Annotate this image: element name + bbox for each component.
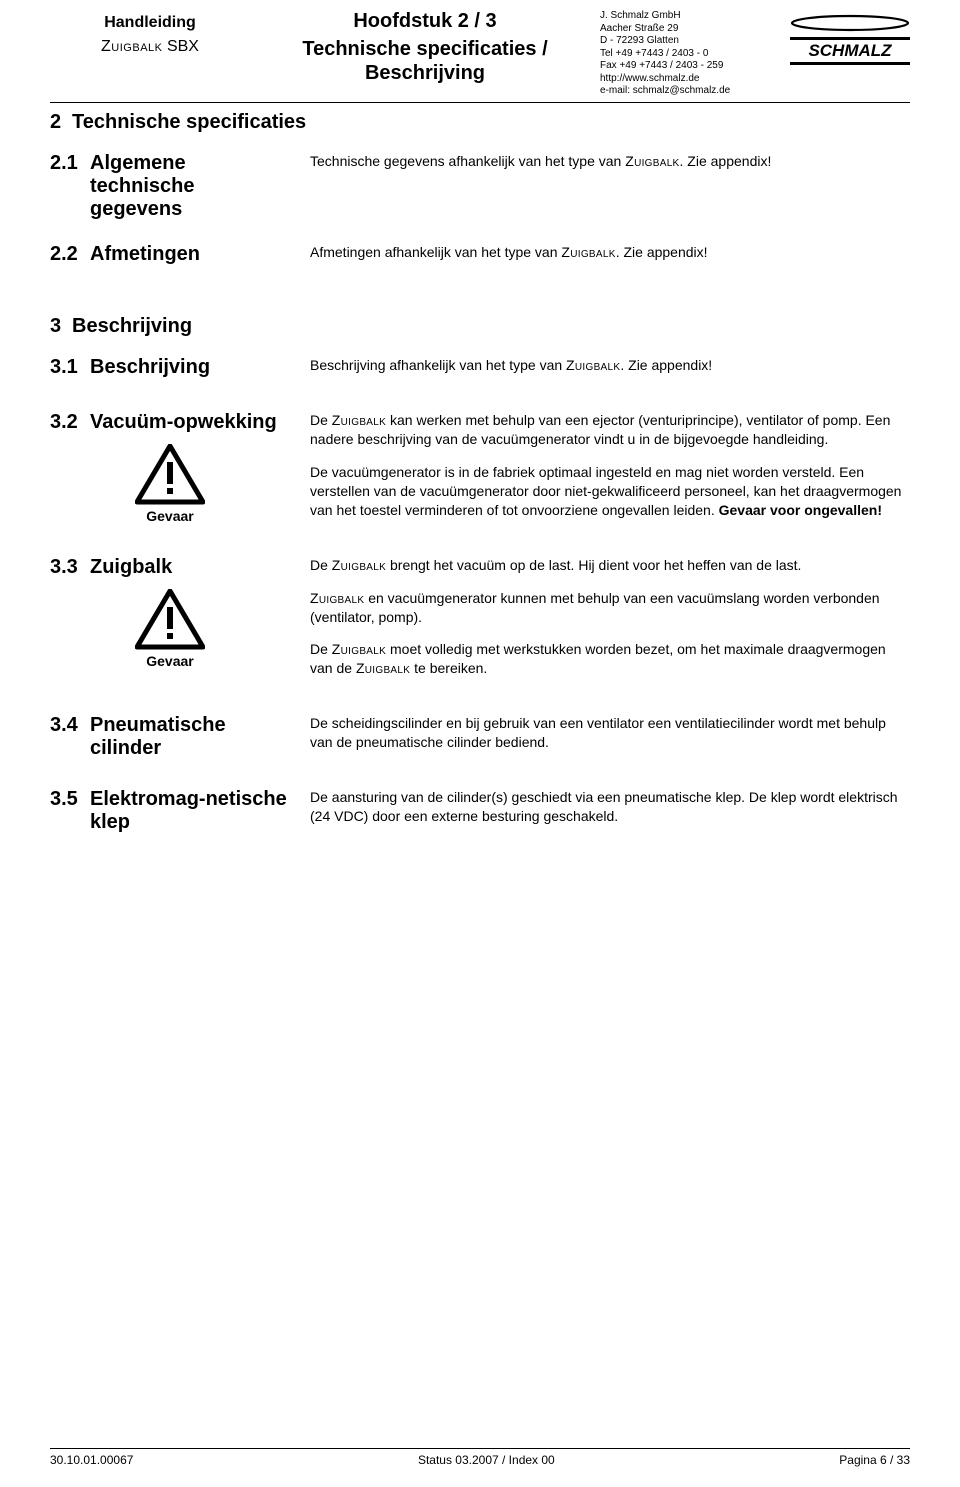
section-2-1-title: Algemene technische gegevens — [90, 152, 290, 221]
header-center: Hoofdstuk 2 / 3 Technische specificaties… — [260, 10, 590, 85]
section-3-5-heading: 3.5 Elektromag-netische klep — [50, 788, 290, 834]
section-3-4-heading: 3.4 Pneumatische cilinder — [50, 714, 290, 760]
section-3-4-body: De scheidingscilinder en bij gebruik van… — [310, 714, 910, 752]
main-content: 2 Technische specificaties 2.1 Algemene … — [50, 103, 910, 840]
chapter-subtitle: Technische specificaties / Beschrijving — [260, 37, 590, 85]
section-3-4: 3.4 Pneumatische cilinder De scheidingsc… — [50, 714, 910, 766]
section-3-heading: 3 Beschrijving — [50, 315, 910, 338]
section-2-heading: 2 Technische specificaties — [50, 111, 910, 134]
section-3-3-heading: 3.3 Zuigbalk — [50, 556, 290, 579]
section-2-2-heading: 2.2 Afmetingen — [50, 243, 290, 266]
logo-ellipse-icon — [790, 14, 910, 32]
company-web: http://www.schmalz.de — [600, 73, 780, 86]
company-city: D - 72293 Glatten — [600, 35, 780, 48]
section-3-5-title: Elektromag-netische klep — [90, 788, 290, 834]
product-line: Zuigbalk SBX — [50, 38, 250, 56]
section-3-num: 3 — [50, 315, 72, 338]
section-2-1-body: Technische gegevens afhankelijk van het … — [310, 152, 910, 171]
section-3-2-p2: De vacuümgenerator is in de fabriek opti… — [310, 463, 910, 520]
section-3-1-num: 3.1 — [50, 356, 90, 379]
header-left: Handleiding Zuigbalk SBX — [50, 10, 250, 56]
company-tel: Tel +49 +7443 / 2403 - 0 — [600, 48, 780, 61]
warning-triangle-icon — [135, 589, 205, 651]
chapter-label: Hoofdstuk 2 / 3 — [260, 10, 590, 33]
product-prefix: Zuigbalk — [101, 38, 162, 55]
section-2-1-heading: 2.1 Algemene technische gegevens — [50, 152, 290, 221]
section-3-3-p2: Zuigbalk en vacuümgenerator kunnen met b… — [310, 589, 910, 627]
section-3-5-body: De aansturing van de cilinder(s) geschie… — [310, 788, 910, 826]
footer-ref: 30.10.01.00067 — [50, 1453, 133, 1467]
section-3-2-num: 3.2 — [50, 411, 90, 434]
section-3-1-heading: 3.1 Beschrijving — [50, 356, 290, 379]
logo-text: SCHMALZ — [790, 37, 910, 65]
section-3-1-body: Beschrijving afhankelijk van het type va… — [310, 356, 910, 375]
section-3-2-title: Vacuüm-opwekking — [90, 411, 277, 434]
page-footer: 30.10.01.00067 Status 03.2007 / Index 00… — [50, 1448, 910, 1467]
section-3-3: 3.3 Zuigbalk Gevaar De Zuigbalk brengt h… — [50, 556, 910, 692]
footer-page: Pagina 6 / 33 — [839, 1453, 910, 1467]
section-3-4-title: Pneumatische cilinder — [90, 714, 290, 760]
product-model: SBX — [167, 38, 199, 55]
page-header: Handleiding Zuigbalk SBX Hoofdstuk 2 / 3… — [50, 10, 910, 103]
section-2-num: 2 — [50, 111, 72, 134]
section-3-4-num: 3.4 — [50, 714, 90, 760]
section-3-2-heading: 3.2 Vacuüm-opwekking — [50, 411, 290, 434]
section-2-1: 2.1 Algemene technische gegevens Technis… — [50, 152, 910, 221]
section-3-1-title: Beschrijving — [90, 356, 210, 379]
section-3-3-title: Zuigbalk — [90, 556, 172, 579]
section-3-5-num: 3.5 — [50, 788, 90, 834]
company-street: Aacher Straße 29 — [600, 23, 780, 36]
section-3-2-p1: De Zuigbalk kan werken met behulp van ee… — [310, 411, 910, 449]
section-3-2: 3.2 Vacuüm-opwekking Gevaar De Zuigbalk … — [50, 411, 910, 533]
section-2-2-num: 2.2 — [50, 243, 90, 266]
section-3-3-p1: De Zuigbalk brengt het vacuüm op de last… — [310, 556, 910, 575]
section-3-3-num: 3.3 — [50, 556, 90, 579]
company-name: J. Schmalz GmbH — [600, 10, 780, 23]
section-2-2-title: Afmetingen — [90, 243, 200, 266]
section-3-title: Beschrijving — [72, 315, 192, 338]
company-email: e-mail: schmalz@schmalz.de — [600, 85, 780, 98]
company-fax: Fax +49 +7443 / 2403 - 259 — [600, 60, 780, 73]
warning-triangle-icon — [135, 444, 205, 506]
section-3-3-p3: De Zuigbalk moet volledig met werkstukke… — [310, 640, 910, 678]
logo-container: SCHMALZ — [790, 10, 910, 65]
warning-label-1: Gevaar — [146, 508, 193, 524]
section-3-5: 3.5 Elektromag-netische klep De aansturi… — [50, 788, 910, 840]
section-2-2: 2.2 Afmetingen Afmetingen afhankelijk va… — [50, 243, 910, 276]
warning-label-2: Gevaar — [146, 653, 193, 669]
section-2-title: Technische specificaties — [72, 111, 306, 134]
warning-block-2: Gevaar — [120, 589, 220, 669]
section-2-1-num: 2.1 — [50, 152, 90, 221]
manual-title: Handleiding — [50, 14, 250, 32]
section-2-2-body: Afmetingen afhankelijk van het type van … — [310, 243, 910, 262]
warning-block-1: Gevaar — [120, 444, 220, 524]
company-block: J. Schmalz GmbH Aacher Straße 29 D - 722… — [600, 10, 780, 98]
logo-icon: SCHMALZ — [790, 14, 910, 65]
section-3-1: 3.1 Beschrijving Beschrijving afhankelij… — [50, 356, 910, 389]
footer-status: Status 03.2007 / Index 00 — [418, 1453, 555, 1467]
